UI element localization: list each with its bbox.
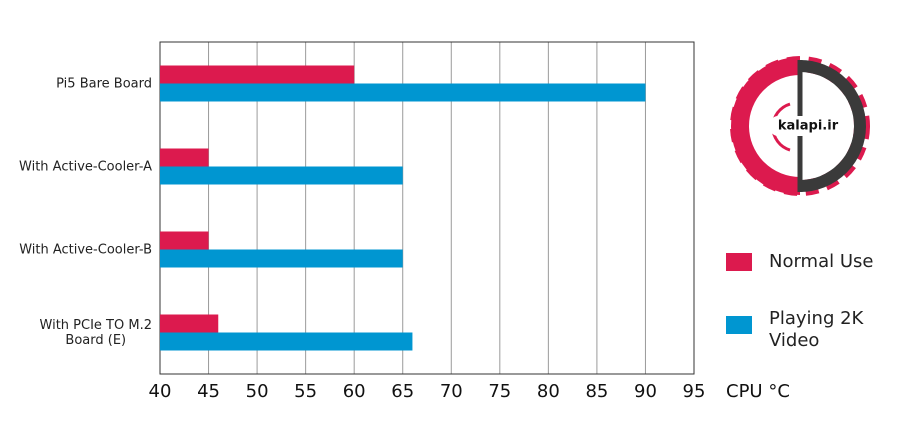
- x-axis-label: CPU °C: [726, 381, 790, 402]
- x-tick-label: 80: [537, 381, 560, 402]
- x-tick-label: 85: [585, 381, 608, 402]
- x-tick-label: 65: [391, 381, 414, 402]
- logo-gear-right: [799, 60, 866, 192]
- x-tick-label: 55: [294, 381, 317, 402]
- x-tick-label: 45: [197, 381, 220, 402]
- x-tick-label: 40: [149, 381, 172, 402]
- x-tick-label: 70: [440, 381, 463, 402]
- bar: [160, 249, 403, 268]
- legend-swatch: [726, 253, 752, 271]
- bar: [160, 231, 209, 250]
- x-tick-label: 95: [683, 381, 706, 402]
- bar: [160, 314, 219, 333]
- bar: [160, 148, 209, 167]
- y-tick-label: With Active-Cooler-A: [19, 159, 152, 174]
- x-tick-label: 60: [343, 381, 366, 402]
- bar: [160, 65, 355, 84]
- bar: [160, 166, 403, 185]
- legend-label: Playing 2K Video: [769, 308, 864, 351]
- logo-plate: [770, 116, 830, 136]
- logo-gear-left: [731, 57, 801, 195]
- y-tick-label: Pi5 Bare Board: [56, 76, 152, 91]
- plot-frame: [159, 41, 695, 375]
- legend-swatch: [726, 316, 752, 334]
- y-tick-label: With Active-Cooler-B: [19, 242, 152, 257]
- y-tick-label: With PCIe TO M.2 Board (E): [39, 317, 152, 348]
- x-tick-label: 90: [634, 381, 657, 402]
- bar: [160, 332, 413, 351]
- bar: [160, 83, 646, 102]
- logo: kalapi.ir: [730, 56, 870, 196]
- logo-text: kalapi.ir: [778, 119, 839, 134]
- x-tick-label: 75: [488, 381, 511, 402]
- x-tick-label: 50: [246, 381, 269, 402]
- legend-label: Normal Use: [769, 251, 874, 272]
